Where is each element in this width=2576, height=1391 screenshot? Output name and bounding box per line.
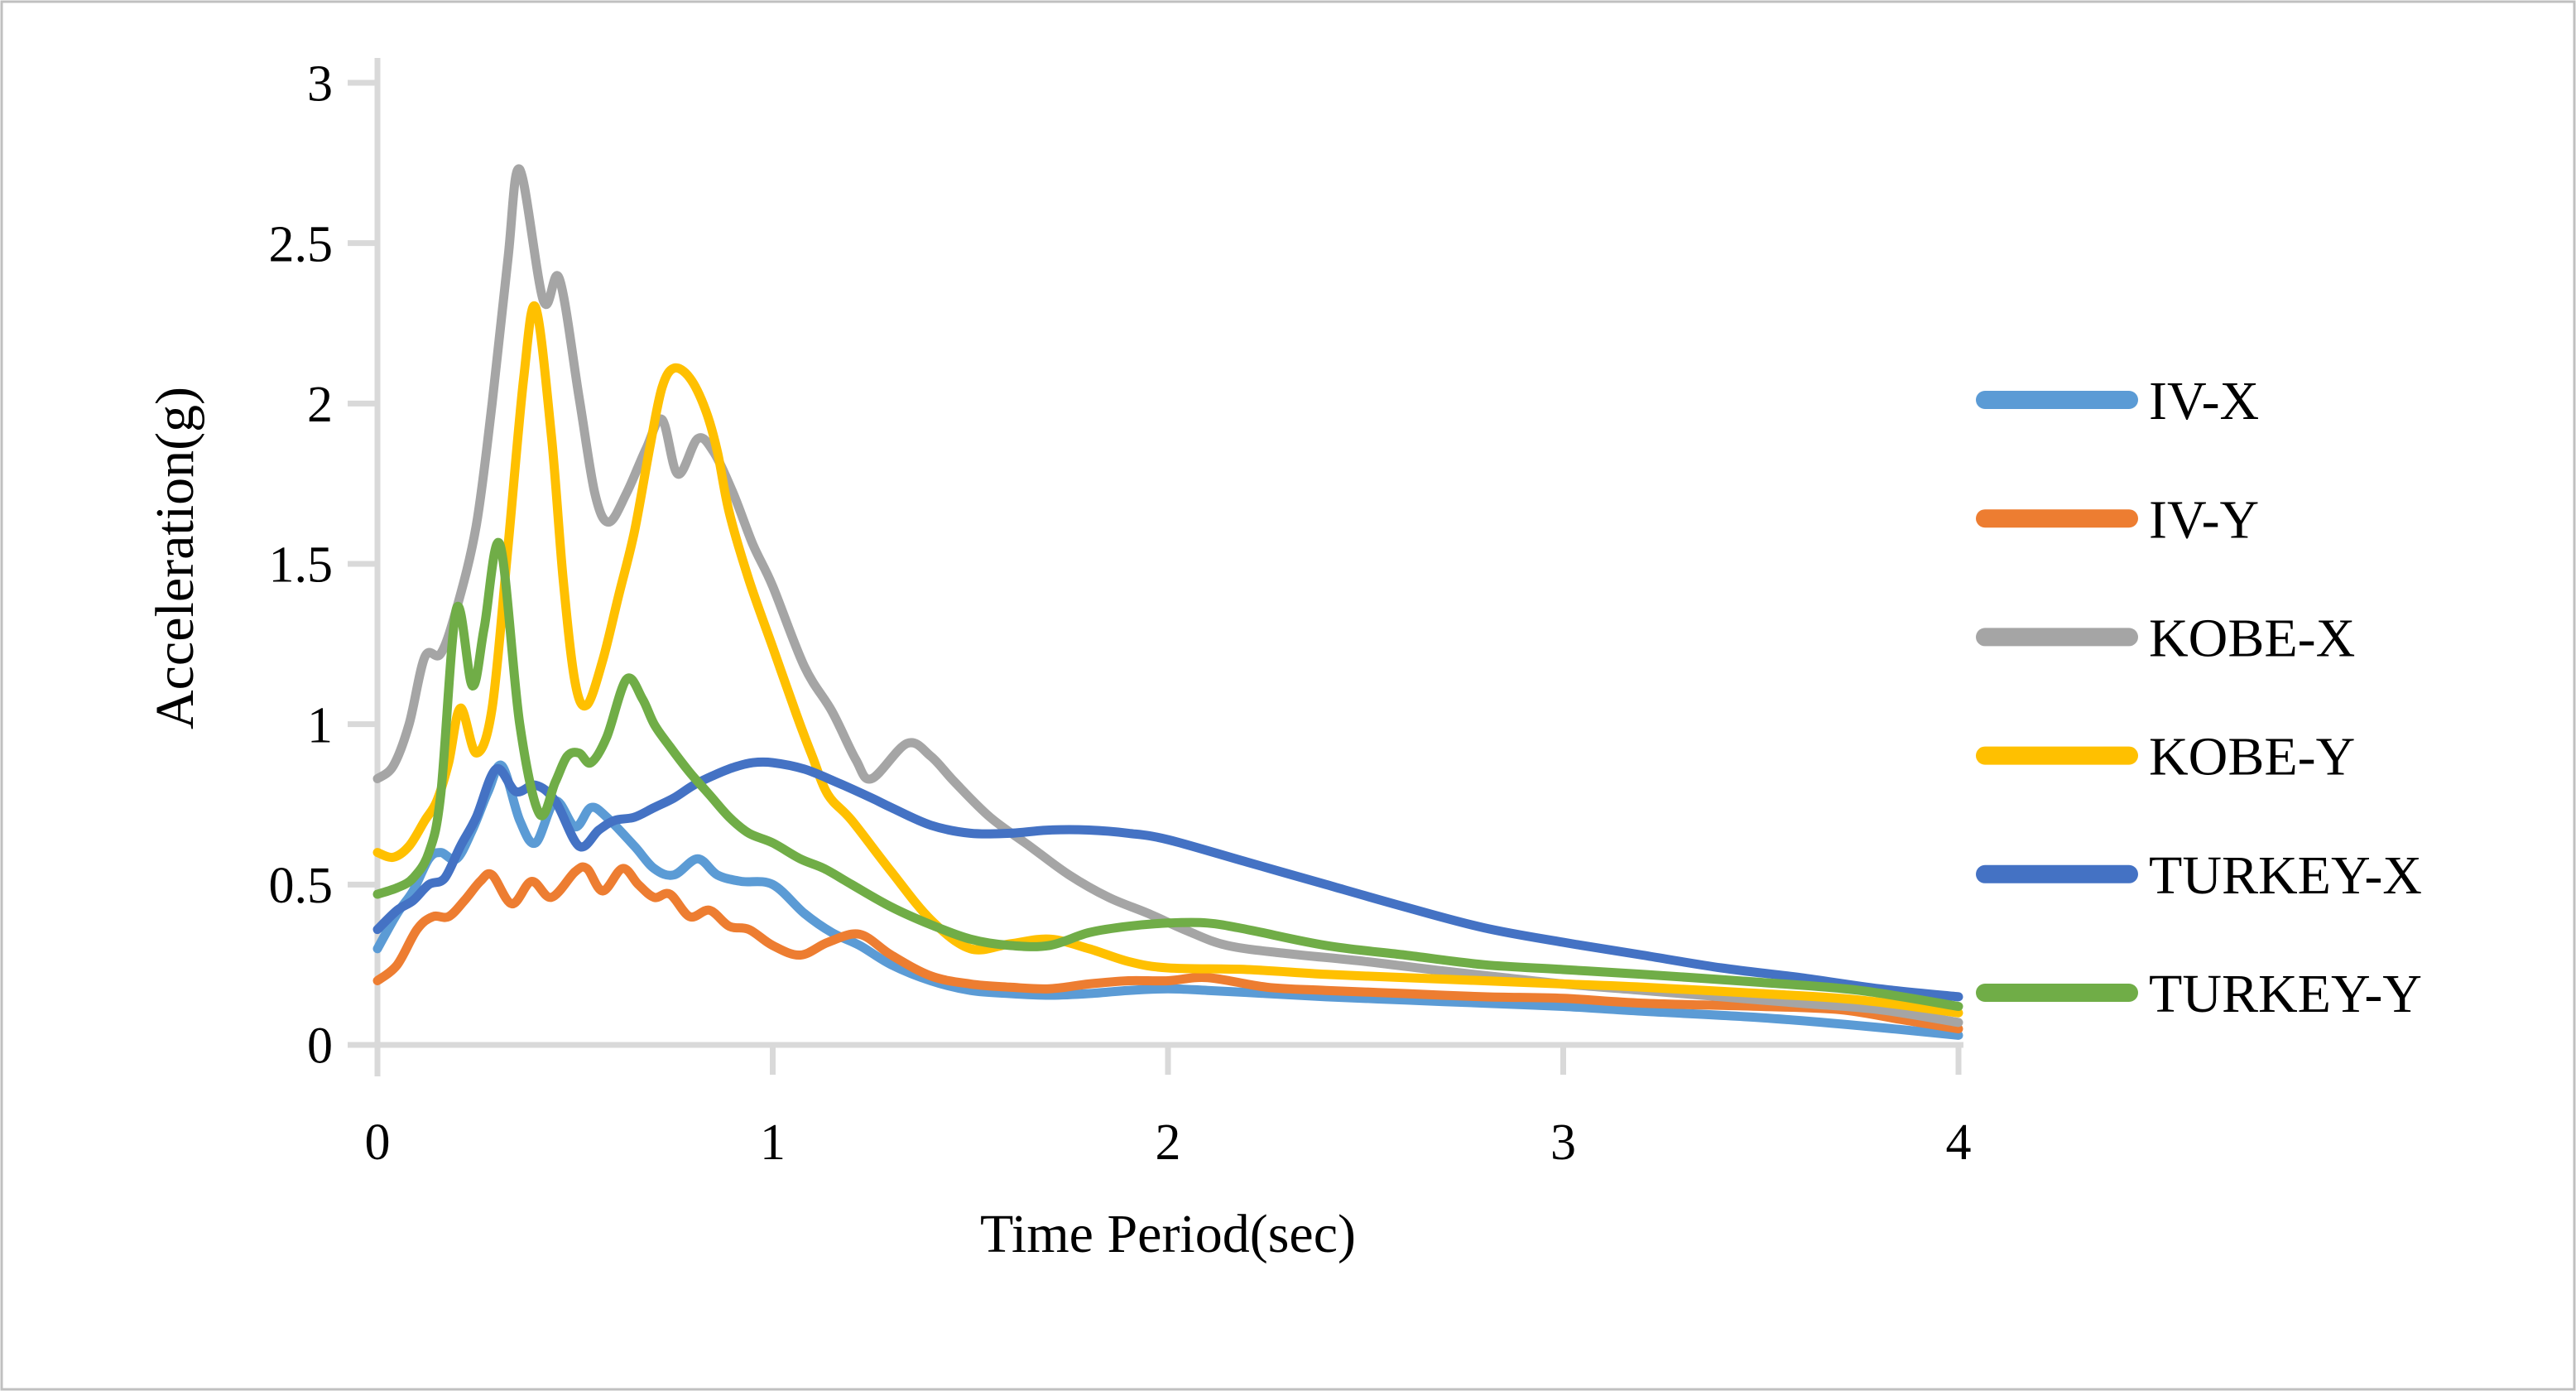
y-axis-title: Acceleration(g) — [145, 387, 205, 729]
legend-item-IV-X: IV-X — [1976, 371, 2259, 431]
series-line-TURKEY-X — [372, 757, 1963, 1002]
y-tick-label: 1 — [307, 697, 333, 753]
legend-item-TURKEY-X: TURKEY-X — [1976, 845, 2422, 906]
legend-label-IV-Y: IV-Y — [2149, 489, 2259, 550]
y-tick-label: 2.5 — [269, 216, 334, 272]
x-axis-title: Time Period(sec) — [980, 1204, 1356, 1264]
series-line-KOBE-X — [372, 164, 1963, 1028]
legend-label-TURKEY-X: TURKEY-X — [2149, 845, 2422, 906]
y-tick-label: 2 — [307, 377, 333, 433]
series-line-IV-Y — [372, 862, 1963, 1034]
legend-label-TURKEY-Y: TURKEY-Y — [2149, 964, 2422, 1024]
y-axis-tick-labels: 0 0.5 1 1.5 2 2.5 3 — [269, 56, 334, 1075]
x-tick-label: 0 — [365, 1114, 391, 1171]
legend-item-KOBE-Y: KOBE-Y — [1976, 727, 2355, 787]
x-axis-tick-labels: 0 1 2 3 4 — [365, 1114, 1972, 1171]
legend-label-KOBE-Y: KOBE-Y — [2149, 727, 2355, 787]
y-axis-ticks — [348, 79, 377, 1048]
legend-label-IV-X: IV-X — [2149, 371, 2259, 431]
legend-item-KOBE-X: KOBE-X — [1976, 609, 2355, 669]
x-tick-label: 3 — [1550, 1114, 1576, 1171]
legend: IV-X IV-Y KOBE-X KOBE-Y TURKEY-X TURKEY-Y — [1976, 371, 2422, 1024]
legend-item-IV-Y: IV-Y — [1976, 489, 2259, 550]
y-tick-label: 1.5 — [269, 537, 334, 594]
legend-label-KOBE-X: KOBE-X — [2149, 609, 2355, 669]
y-tick-label: 0 — [307, 1018, 333, 1075]
y-tick-label: 3 — [307, 56, 333, 113]
x-axis-ticks — [374, 1045, 1962, 1075]
x-tick-label: 4 — [1946, 1114, 1972, 1171]
y-tick-label: 0.5 — [269, 858, 334, 914]
legend-item-TURKEY-Y: TURKEY-Y — [1976, 964, 2422, 1024]
series-line-KOBE-Y — [372, 301, 1963, 1018]
series-line-TURKEY-Y — [372, 537, 1963, 1011]
x-tick-label: 1 — [760, 1114, 786, 1171]
series-lines — [372, 164, 1963, 1040]
x-tick-label: 2 — [1156, 1114, 1181, 1171]
